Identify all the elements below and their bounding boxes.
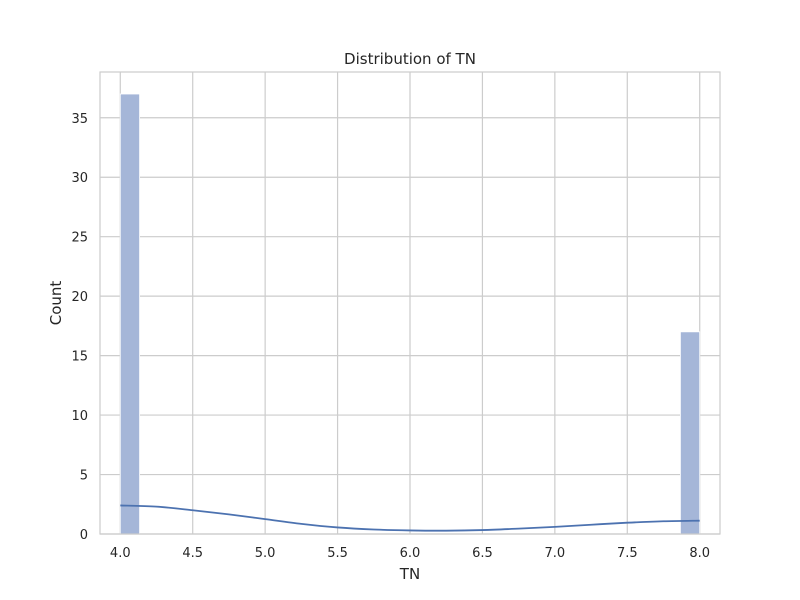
chart-title: Distribution of TN <box>344 50 476 68</box>
x-tick-label: 5.0 <box>255 546 276 561</box>
histogram-bar <box>680 331 701 535</box>
y-tick-label: 5 <box>80 469 88 484</box>
x-tick-label: 4.5 <box>182 546 203 561</box>
x-tick-label: 8.0 <box>689 546 710 561</box>
y-tick-label: 0 <box>80 528 88 543</box>
plot-frame <box>99 71 721 535</box>
x-tick-label: 5.5 <box>327 546 348 561</box>
x-tick-label: 6.0 <box>400 546 421 561</box>
x-axis-title: TN <box>399 565 420 583</box>
y-tick-label: 25 <box>71 231 88 246</box>
kde-curve-group <box>120 504 700 532</box>
histogram-bar <box>119 93 140 535</box>
y-tick-label: 15 <box>71 350 88 365</box>
y-tick-label: 30 <box>71 171 88 186</box>
x-tick-label: 7.0 <box>545 546 566 561</box>
x-tick-label: 7.5 <box>617 546 638 561</box>
x-tick-label: 4.0 <box>110 546 131 561</box>
grid-lines <box>100 72 720 535</box>
y-axis-ticks: 0 5 10 15 20 25 30 35 <box>71 112 88 543</box>
y-tick-label: 20 <box>71 290 88 305</box>
kde-line <box>120 504 700 532</box>
y-tick-label: 35 <box>71 112 88 127</box>
x-axis-ticks: 4.0 4.5 5.0 5.5 6.0 6.5 7.0 7.5 8.0 <box>110 546 710 561</box>
x-tick-label: 6.5 <box>472 546 493 561</box>
y-axis-title: Count <box>47 281 65 326</box>
y-tick-label: 10 <box>71 409 88 424</box>
